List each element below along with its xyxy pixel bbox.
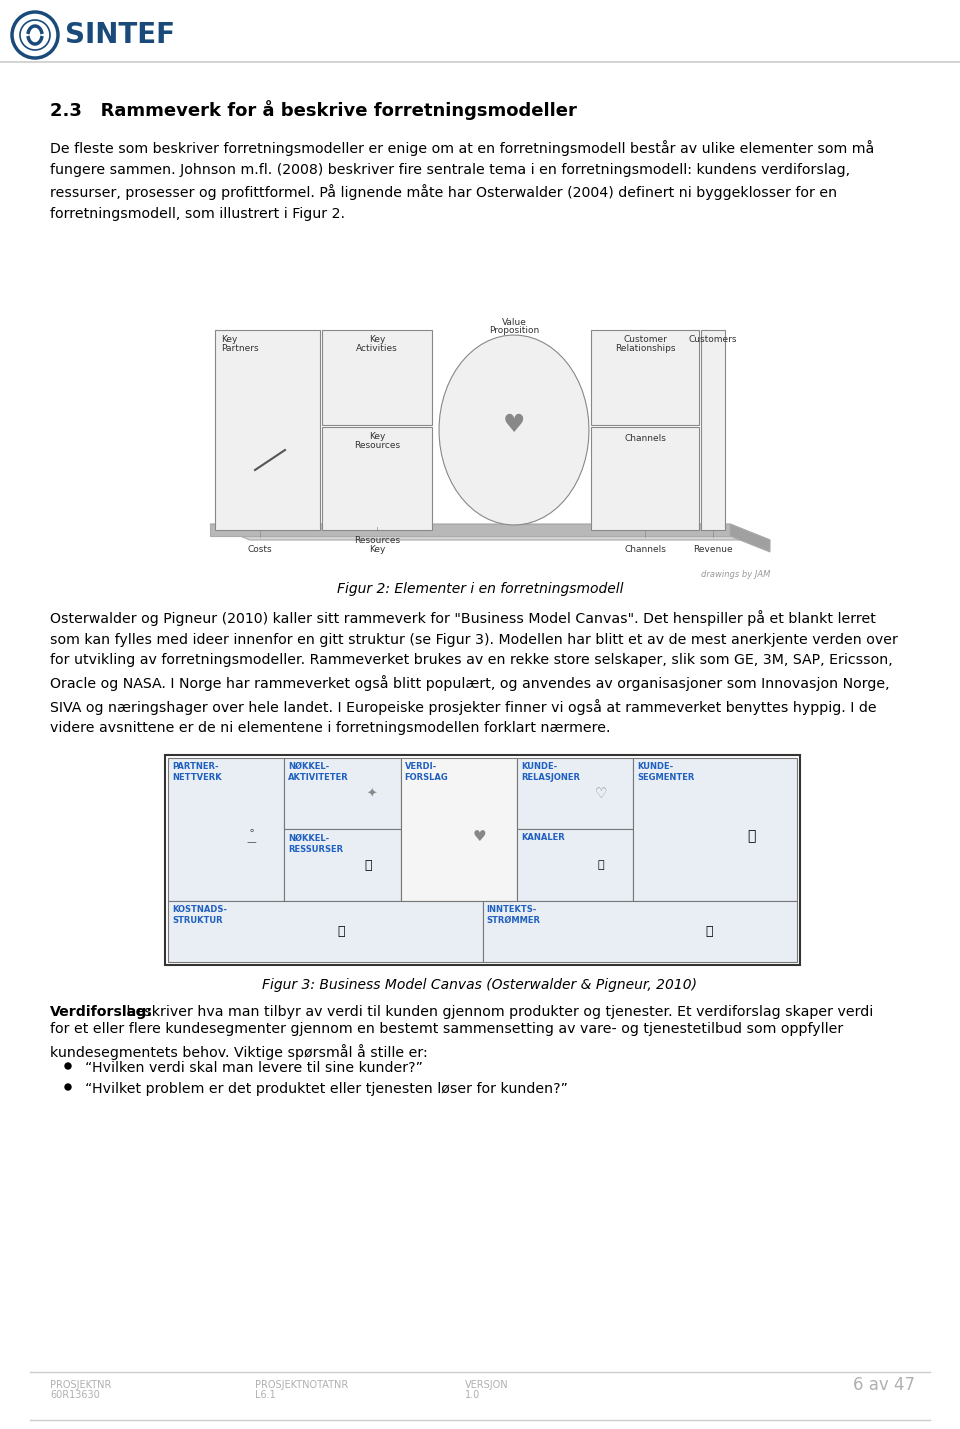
Text: INNTEKTS-
STRØMMER: INNTEKTS- STRØMMER — [487, 905, 540, 925]
Bar — [517, 829, 634, 900]
Text: 💻: 💻 — [706, 925, 712, 937]
Text: Key: Key — [369, 432, 385, 442]
Text: KUNDE-
RELASJONER: KUNDE- RELASJONER — [521, 762, 580, 782]
Text: KANALER: KANALER — [521, 833, 564, 843]
Text: Osterwalder og Pigneur (2010) kaller sitt rammeverk for "Business Model Canvas".: Osterwalder og Pigneur (2010) kaller sit… — [50, 610, 898, 735]
Bar — [517, 757, 634, 829]
Text: Activities: Activities — [356, 344, 397, 353]
Text: PROSJEKTNR: PROSJEKTNR — [50, 1380, 111, 1390]
Text: PROSJEKTNOTATNR: PROSJEKTNOTATNR — [255, 1380, 348, 1390]
Text: beskriver hva man tilbyr av verdi til kunden gjennom produkter og tjenester. Et : beskriver hva man tilbyr av verdi til ku… — [122, 1005, 874, 1019]
Text: 📄: 📄 — [337, 925, 345, 937]
Text: 🚛: 🚛 — [597, 860, 604, 870]
Text: ✦: ✦ — [367, 787, 377, 800]
Text: for et eller flere kundesegmenter gjennom en bestemt sammensetting av vare- og t: for et eller flere kundesegmenter gjenno… — [50, 1022, 843, 1060]
Text: 1.0: 1.0 — [465, 1390, 480, 1400]
Polygon shape — [701, 330, 725, 530]
Text: 2.3   Rammeverk for å beskrive forretningsmodeller: 2.3 Rammeverk for å beskrive forretnings… — [50, 100, 577, 120]
Text: 60R13630: 60R13630 — [50, 1390, 100, 1400]
Polygon shape — [591, 427, 699, 530]
Bar — [634, 757, 797, 900]
Text: ♥: ♥ — [473, 829, 487, 845]
Text: Revenue: Revenue — [693, 544, 732, 554]
Polygon shape — [730, 524, 770, 552]
Text: Key: Key — [221, 334, 237, 344]
Text: 6 av 47: 6 av 47 — [853, 1376, 915, 1395]
Text: Partners: Partners — [221, 344, 258, 353]
Text: drawings by JAM: drawings by JAM — [701, 570, 770, 579]
Bar — [483, 900, 797, 962]
Text: Costs: Costs — [248, 544, 273, 554]
Bar — [185, 270, 775, 564]
Polygon shape — [215, 330, 320, 530]
Text: “Hvilken verdi skal man levere til sine kunder?”: “Hvilken verdi skal man levere til sine … — [85, 1060, 422, 1075]
Text: PARTNER-
NETTVERK: PARTNER- NETTVERK — [172, 762, 222, 782]
Text: Relationships: Relationships — [614, 344, 675, 353]
Bar — [168, 757, 284, 900]
Text: Resources: Resources — [354, 442, 400, 450]
Text: Value: Value — [501, 319, 526, 327]
Bar — [168, 900, 483, 962]
Bar — [165, 755, 800, 965]
Text: NØKKEL-
RESSURSER: NØKKEL- RESSURSER — [288, 833, 344, 853]
Text: ⚬
—: ⚬ — — [247, 826, 256, 847]
Text: Proposition: Proposition — [489, 326, 540, 334]
Text: KUNDE-
SEGMENTER: KUNDE- SEGMENTER — [637, 762, 695, 782]
Text: Customers: Customers — [688, 334, 737, 344]
Polygon shape — [210, 524, 770, 540]
Text: ♡: ♡ — [594, 787, 607, 800]
Polygon shape — [322, 427, 432, 530]
Text: Key: Key — [369, 334, 385, 344]
Text: “Hvilket problem er det produktet eller tjenesten løser for kunden?”: “Hvilket problem er det produktet eller … — [85, 1082, 568, 1096]
Text: Channels: Channels — [624, 544, 666, 554]
Polygon shape — [210, 524, 730, 536]
Text: Verdiforslag:: Verdiforslag: — [50, 1005, 154, 1019]
Bar — [284, 757, 400, 829]
Text: VERDI-
FORSLAG: VERDI- FORSLAG — [405, 762, 448, 782]
Polygon shape — [322, 330, 432, 424]
Text: Key: Key — [369, 544, 385, 554]
Text: De fleste som beskriver forretningsmodeller er enige om at en forretningsmodell : De fleste som beskriver forretningsmodel… — [50, 140, 875, 221]
Text: Figur 2: Elementer i en forretningsmodell: Figur 2: Elementer i en forretningsmodel… — [337, 582, 623, 596]
Circle shape — [65, 1085, 71, 1090]
Circle shape — [65, 1063, 71, 1069]
Bar — [284, 829, 400, 900]
Text: ♥: ♥ — [503, 413, 525, 437]
Text: SINTEF: SINTEF — [65, 21, 175, 49]
Polygon shape — [439, 334, 589, 524]
Text: VERSJON: VERSJON — [465, 1380, 509, 1390]
Text: Figur 3: Business Model Canvas (Osterwalder & Pigneur, 2010): Figur 3: Business Model Canvas (Osterwal… — [262, 977, 698, 992]
Text: Channels: Channels — [624, 434, 666, 443]
Text: 🧍: 🧍 — [747, 830, 756, 843]
Bar — [400, 757, 517, 900]
Text: Customer: Customer — [623, 334, 667, 344]
Text: L6.1: L6.1 — [255, 1390, 276, 1400]
Text: KOSTNADS-
STRUKTUR: KOSTNADS- STRUKTUR — [172, 905, 227, 925]
Text: 🧍: 🧍 — [365, 859, 372, 872]
Polygon shape — [591, 330, 699, 424]
Text: Resources: Resources — [354, 536, 400, 544]
Text: NØKKEL-
AKTIVITETER: NØKKEL- AKTIVITETER — [288, 762, 349, 782]
